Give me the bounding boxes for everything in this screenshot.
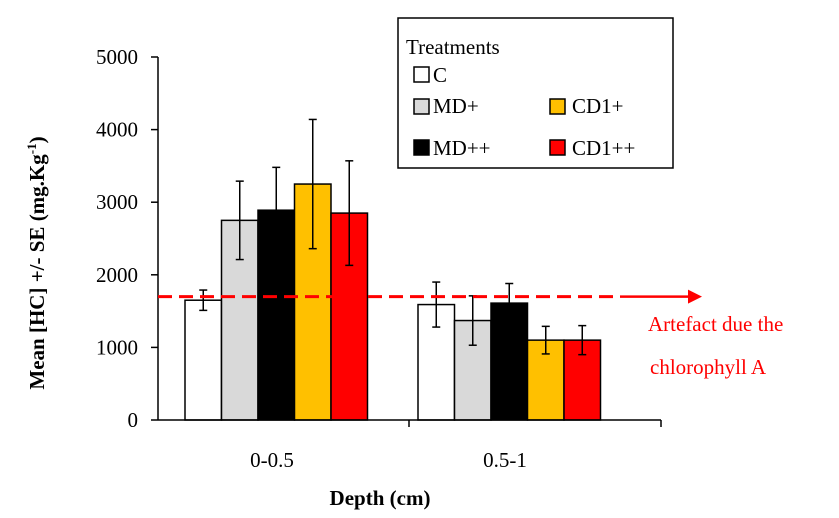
legend-swatch-md-plusplus — [413, 139, 430, 156]
x-tick-label: 0-0.5 — [250, 448, 294, 472]
y-tick-label: 4000 — [96, 118, 138, 142]
y-tick-label: 2000 — [96, 263, 138, 287]
x-axis-label: Depth (cm) — [330, 486, 431, 510]
legend-swatch-c — [413, 66, 430, 83]
y-axis-label-main: Mean [HC] +/- SE (mg.Kg — [25, 154, 49, 390]
bar-c-0 — [184, 299, 223, 421]
y-ticks: 0 1000 2000 3000 4000 5000 — [96, 45, 158, 432]
x-tick-labels: 0-0.5 0.5-1 — [250, 448, 527, 472]
x-tick-label: 0.5-1 — [483, 448, 527, 472]
y-tick-label: 0 — [128, 408, 139, 432]
y-tick-label: 3000 — [96, 190, 138, 214]
legend-label-cd1-plus: CD1+ — [572, 94, 624, 118]
legend-label-c: C — [433, 63, 447, 87]
y-axis-label: Mean [HC] +/- SE (mg.Kg-1) — [24, 136, 49, 389]
y-axis-label-superscript: -1 — [24, 143, 39, 154]
legend-title: Treatments — [406, 35, 500, 59]
artefact-label-line1: Artefact due the — [648, 312, 783, 336]
y-tick-label: 1000 — [96, 335, 138, 359]
y-axis-label-close: ) — [25, 136, 49, 143]
legend-swatch-md-plus — [413, 98, 430, 115]
y-tick-label: 5000 — [96, 45, 138, 69]
legend-label-md-plus: MD+ — [433, 94, 479, 118]
arrow-right-icon — [688, 289, 702, 304]
error-bars — [199, 118, 587, 356]
artefact-label-line2: chlorophyll A — [650, 355, 767, 379]
legend: Treatments C MD+ MD++ CD1+ CD1++ — [397, 17, 674, 169]
legend-box — [397, 17, 674, 169]
legend-swatch-cd1-plusplus — [549, 139, 566, 156]
legend-swatch-cd1-plus — [549, 98, 566, 115]
legend-label-md-plusplus: MD++ — [433, 136, 491, 160]
legend-label-cd1-plusplus: CD1++ — [572, 136, 635, 160]
bars — [184, 183, 602, 421]
